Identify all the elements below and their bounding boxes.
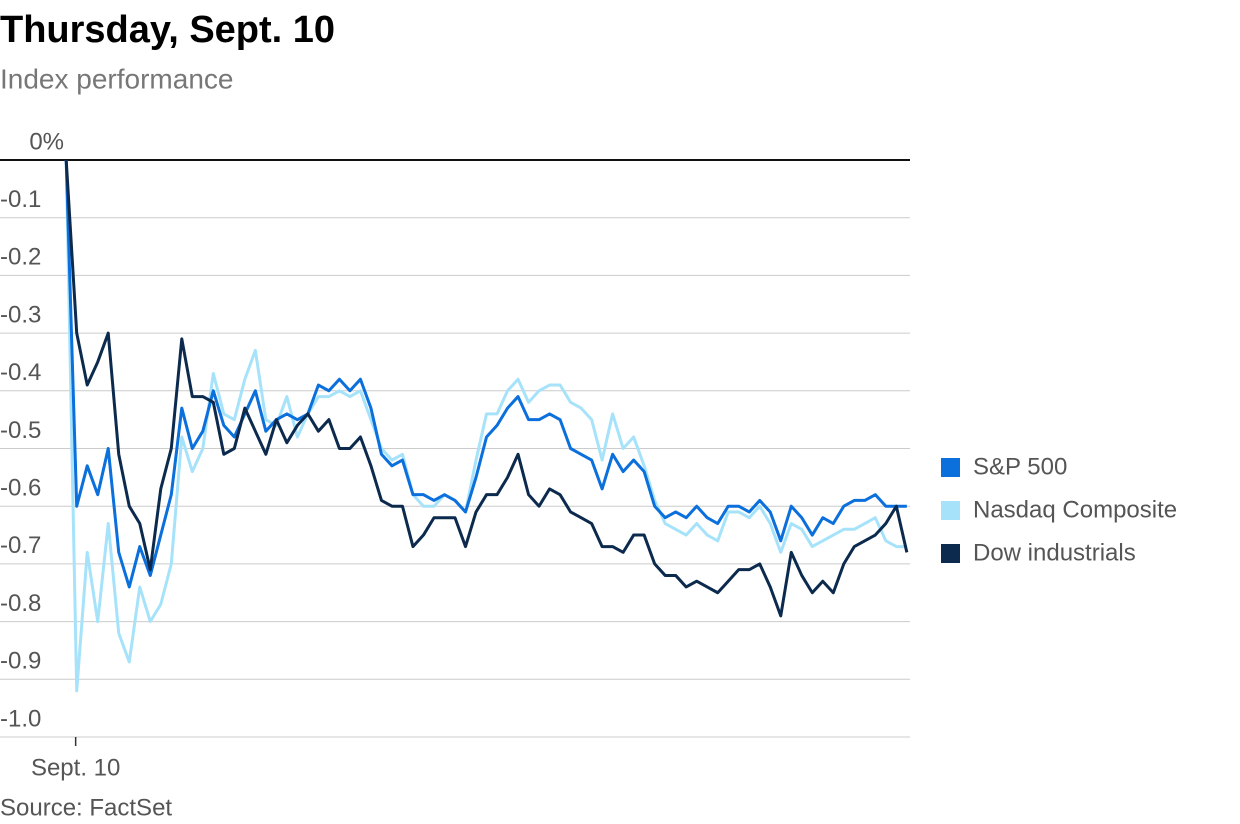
legend-swatch xyxy=(941,458,960,477)
series-line xyxy=(64,159,909,618)
series-line xyxy=(64,159,907,589)
y-tick-label: -0.3 xyxy=(0,301,41,328)
y-tick-label: -0.5 xyxy=(0,417,41,444)
legend-label: Dow industrials xyxy=(973,539,1136,566)
legend-swatch xyxy=(941,544,960,563)
y-tick-label: -0.1 xyxy=(0,186,41,213)
y-tick-label: -0.4 xyxy=(0,359,41,386)
y-tick-label: -0.7 xyxy=(0,532,41,559)
x-tick-label: Sept. 10 xyxy=(31,754,120,781)
y-tick-label: -0.8 xyxy=(0,590,41,617)
y-tick-label: 0% xyxy=(29,128,64,155)
chart-title: Thursday, Sept. 10 xyxy=(0,9,335,51)
y-tick-label: -1.0 xyxy=(0,705,41,732)
legend-swatch xyxy=(941,501,960,520)
y-tick-label: -0.9 xyxy=(0,648,41,675)
legend-label: S&P 500 xyxy=(973,453,1067,480)
source-note: Source: FactSet xyxy=(0,794,172,821)
y-tick-label: -0.6 xyxy=(0,475,41,502)
legend-label: Nasdaq Composite xyxy=(973,496,1177,523)
chart-subtitle: Index performance xyxy=(0,63,233,94)
y-tick-label: -0.2 xyxy=(0,244,41,271)
